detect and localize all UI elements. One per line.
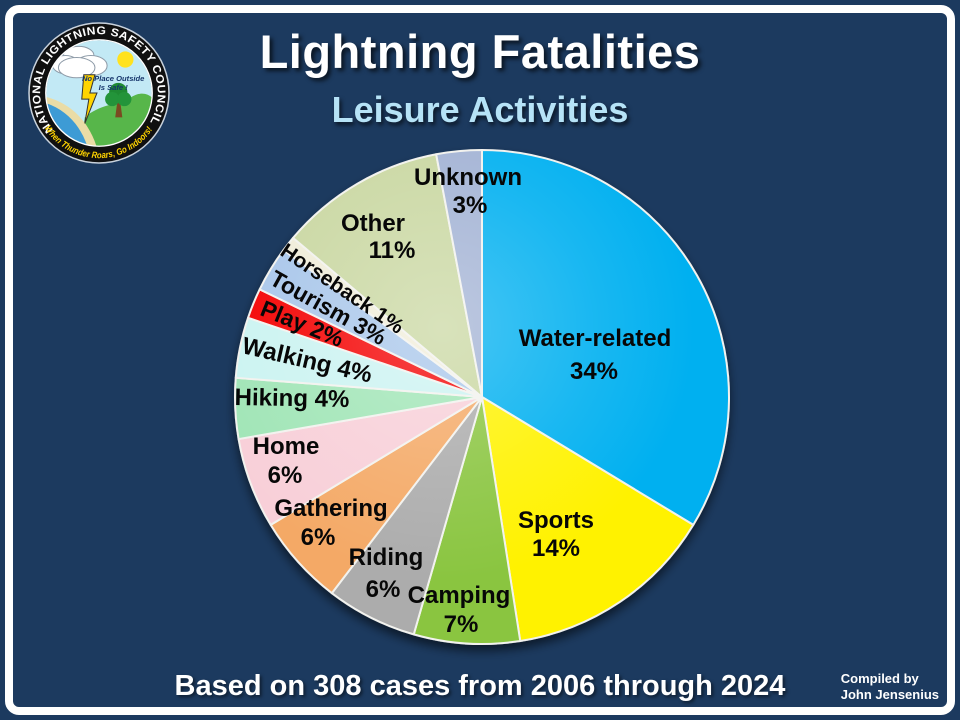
logo-inner-rim xyxy=(45,39,153,147)
sun-icon xyxy=(117,51,134,68)
page-subtitle: Leisure Activities xyxy=(331,89,629,130)
footer-caption: Based on 308 cases from 2006 through 202… xyxy=(174,670,786,702)
credit-line2: John Jensenius xyxy=(840,687,939,702)
page-title: Lightning Fatalities xyxy=(259,25,701,78)
cloud-icon xyxy=(51,45,108,79)
logo-tagline-line1: No Place Outside xyxy=(82,74,145,83)
nlsc-logo: No Place Outside Is Safe ! NATIONAL LIGH… xyxy=(28,22,170,164)
pie-slices-group xyxy=(234,149,730,645)
credit-line1: Compiled by xyxy=(840,671,919,686)
credit-block: Compiled by John Jensenius xyxy=(841,671,939,703)
tree-icon xyxy=(105,82,132,118)
logo-tagline-line2: Is Safe ! xyxy=(99,83,129,92)
lightning-bolt-icon xyxy=(81,74,98,124)
